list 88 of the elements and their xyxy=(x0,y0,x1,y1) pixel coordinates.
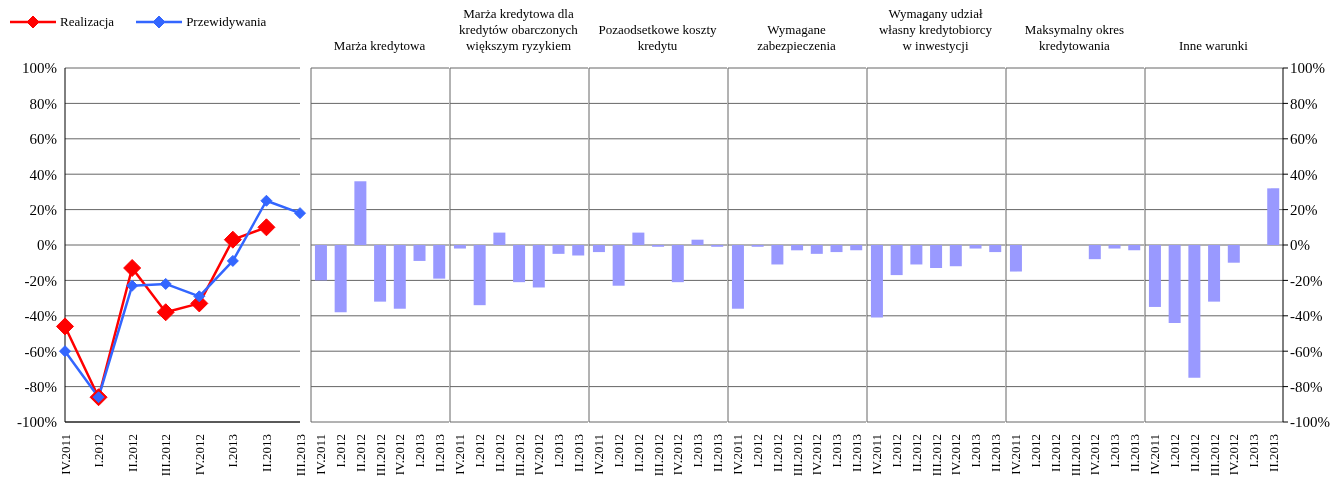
legend-label: Realizacja xyxy=(60,14,115,30)
x-tick-label: I.2013 xyxy=(828,434,844,468)
x-tick-label: IV.2012 xyxy=(670,434,686,476)
x-tick-label: II.2012 xyxy=(769,434,785,472)
x-tick-label: IV.2011 xyxy=(1147,434,1163,475)
x-tick-label: II.2013 xyxy=(709,434,725,472)
x-tick-label: I.2013 xyxy=(225,434,241,468)
x-tick-label: I.2012 xyxy=(333,434,349,468)
x-tick-label: III.2012 xyxy=(158,434,174,477)
x-tick-label: IV.2012 xyxy=(1087,434,1103,476)
y-tick-label: -40% xyxy=(1290,308,1323,325)
x-tick-label: IV.2012 xyxy=(809,434,825,476)
x-tick-label: I.2012 xyxy=(750,434,766,468)
x-tick-label: III.2012 xyxy=(372,434,388,477)
x-tick-label: IV.2012 xyxy=(392,434,408,476)
x-tick-label: IV.2011 xyxy=(57,434,73,475)
x-tick-label: III.2012 xyxy=(650,434,666,477)
x-tick-label: II.2012 xyxy=(491,434,507,472)
chart-title: Marża kredytowa xyxy=(333,38,426,54)
y-tick-label: 80% xyxy=(1290,95,1318,112)
chart-title: Wymagane zabezpieczenia xyxy=(756,22,837,54)
x-tick-label: I.2012 xyxy=(472,434,488,468)
x-tick-label: II.2013 xyxy=(570,434,586,472)
legend-label: Przewidywania xyxy=(186,14,267,30)
x-tick-label: II.2013 xyxy=(258,434,274,472)
y-tick-label: -20% xyxy=(24,272,57,289)
x-tick-label: III.2013 xyxy=(292,434,308,477)
x-tick-label: I.2012 xyxy=(91,434,107,468)
y-tick-label: -40% xyxy=(24,308,57,325)
x-tick-label: III.2012 xyxy=(1206,434,1222,477)
y-tick-label: -20% xyxy=(1290,272,1323,289)
x-tick-label: II.2012 xyxy=(124,434,140,472)
x-tick-label: I.2012 xyxy=(1028,434,1044,468)
y-tick-label: -80% xyxy=(1290,378,1323,395)
x-tick-label: IV.2011 xyxy=(730,434,746,475)
y-tick-label: -100% xyxy=(1290,414,1330,431)
y-tick-label: 40% xyxy=(1290,166,1318,183)
y-tick-label: -60% xyxy=(24,343,57,360)
x-tick-label: IV.2012 xyxy=(531,434,547,476)
y-tick-label: 0% xyxy=(1290,237,1310,254)
y-tick-label: 0% xyxy=(37,237,57,254)
y-tick-label: 80% xyxy=(29,95,57,112)
x-tick-label: I.2013 xyxy=(411,434,427,468)
x-tick-label: III.2012 xyxy=(511,434,527,477)
x-tick-label: IV.2011 xyxy=(1008,434,1024,475)
y-tick-label: 60% xyxy=(29,131,57,148)
y-tick-label: 100% xyxy=(22,60,57,77)
chart-title: Marża kredytowa dla kredytów obarczonych większym ryzykiem xyxy=(458,6,579,54)
x-tick-label: I.2013 xyxy=(1106,434,1122,468)
x-tick-label: II.2012 xyxy=(908,434,924,472)
x-tick-label: I.2013 xyxy=(1245,434,1261,468)
y-tick-label: -100% xyxy=(17,414,57,431)
y-tick-label: 100% xyxy=(1290,60,1325,77)
x-tick-label: II.2012 xyxy=(1047,434,1063,472)
x-tick-label: IV.2011 xyxy=(313,434,329,475)
x-tick-label: III.2012 xyxy=(928,434,944,477)
y-tick-label: 20% xyxy=(1290,201,1318,218)
x-tick-label: IV.2012 xyxy=(191,434,207,476)
x-tick-label: IV.2012 xyxy=(948,434,964,476)
y-tick-label: 60% xyxy=(1290,131,1318,148)
x-tick-label: I.2013 xyxy=(689,434,705,468)
x-tick-label: I.2012 xyxy=(1167,434,1183,468)
chart-title: Wymagany udział własny kredytobiorcy w inwestycji xyxy=(878,6,993,54)
x-tick-label: II.2013 xyxy=(1265,434,1281,472)
x-tick-label: II.2013 xyxy=(848,434,864,472)
x-tick-label: III.2012 xyxy=(789,434,805,477)
x-tick-label: II.2013 xyxy=(987,434,1003,472)
y-tick-label: -80% xyxy=(24,378,57,395)
chart-title: Inne warunki xyxy=(1179,38,1248,54)
x-tick-label: I.2012 xyxy=(889,434,905,468)
y-tick-label: -60% xyxy=(1290,343,1323,360)
y-tick-label: 20% xyxy=(29,201,57,218)
y-tick-label: 40% xyxy=(29,166,57,183)
x-tick-label: IV.2012 xyxy=(1226,434,1242,476)
x-tick-label: II.2012 xyxy=(630,434,646,472)
x-tick-label: II.2012 xyxy=(1186,434,1202,472)
x-tick-label: I.2013 xyxy=(967,434,983,468)
chart-title: Maksymalny okres kredytowania xyxy=(1023,22,1126,54)
x-tick-label: IV.2011 xyxy=(452,434,468,475)
x-tick-label: III.2012 xyxy=(1067,434,1083,477)
x-tick-label: II.2013 xyxy=(431,434,447,472)
x-tick-label: I.2012 xyxy=(611,434,627,468)
x-tick-label: II.2013 xyxy=(1126,434,1142,472)
x-tick-label: II.2012 xyxy=(352,434,368,472)
x-tick-label: IV.2011 xyxy=(591,434,607,475)
x-tick-label: I.2013 xyxy=(550,434,566,468)
chart-title: Pozaodsetkowe koszty kredytu xyxy=(597,22,718,54)
x-tick-label: IV.2011 xyxy=(869,434,885,475)
